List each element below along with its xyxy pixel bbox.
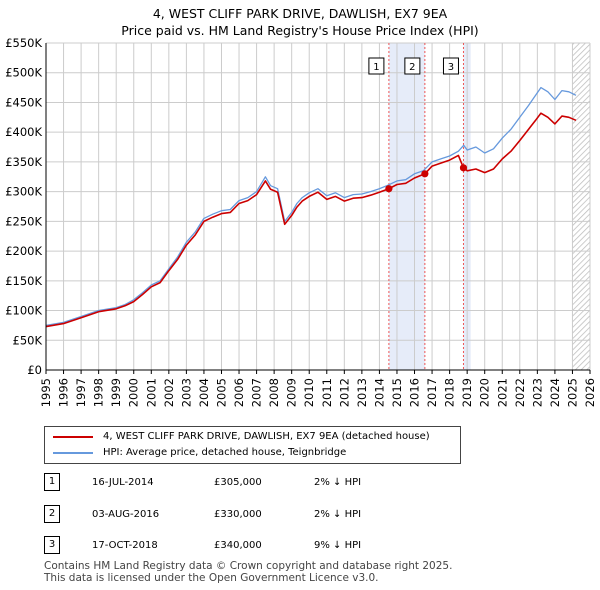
- sale-date: 03-AUG-2016: [92, 509, 160, 520]
- sale-marker-labels: 1 2 3: [368, 57, 459, 75]
- sale-number-badge: 1: [44, 473, 60, 491]
- x-tick-label: 2000: [127, 378, 141, 407]
- y-tick-labels: £0 £50K £100K £150K £200K £250K £300K £350K £400…: [5, 36, 42, 377]
- y-tick-label: £500K: [5, 66, 42, 80]
- y-tick-label: £350K: [5, 155, 42, 169]
- x-tick-label: 2009: [285, 378, 299, 407]
- x-tick-label: 2026: [583, 378, 597, 407]
- x-tick-label: 2014: [372, 378, 386, 407]
- y-tick-label: £50K: [13, 333, 43, 347]
- sale-price: £330,000: [214, 509, 262, 520]
- x-tick-label: 1998: [92, 378, 106, 407]
- sale-marker-box-1: [368, 57, 385, 75]
- legend-label-property: 4, WEST CLIFF PARK DRIVE, DAWLISH, EX7 9…: [103, 431, 430, 442]
- x-tick-label: 2020: [478, 378, 492, 407]
- forecast-hatch: [572, 43, 590, 370]
- legend-label-hpi: HPI: Average price, detached house, Teig…: [103, 447, 347, 458]
- x-tick-label: 2015: [390, 378, 404, 407]
- footer-licence: This data is licensed under the Open Gov…: [44, 572, 379, 584]
- sale-hpi-diff: 2% ↓ HPI: [314, 509, 362, 520]
- x-tick-label: 2019: [460, 378, 474, 407]
- x-tick-label: 2021: [495, 378, 509, 407]
- sale-price: £340,000: [214, 540, 262, 551]
- sale-number-badge: 2: [44, 505, 60, 523]
- sale-point-2: [421, 170, 429, 178]
- legend-swatch-hpi: [53, 452, 93, 454]
- sale-marker-box-2: [404, 57, 421, 75]
- legend-swatch-property: [53, 436, 93, 438]
- x-tick-label: 2022: [513, 378, 527, 407]
- x-tick-label: 2001: [144, 378, 158, 407]
- property-line: [45, 112, 577, 328]
- sale-hpi-diff: 9% ↓ HPI: [314, 540, 362, 551]
- sale-marker-box-3: [442, 57, 459, 75]
- x-tick-labels: 1995 1996 1997 1998 1999 2000 2001 2002 2003 2004…: [39, 378, 597, 407]
- sale-points: [385, 164, 468, 193]
- sale-marker-label-3: 3: [448, 62, 454, 73]
- x-tick-label: 2023: [530, 378, 544, 407]
- sale-point-3: [459, 164, 468, 172]
- x-tick-label: 2008: [267, 378, 281, 407]
- x-tick-label: 2002: [162, 378, 176, 407]
- y-tick-label: £150K: [5, 274, 42, 288]
- x-tick-label: 2010: [302, 378, 316, 407]
- shaded-ranges: [388, 43, 471, 370]
- sale-date: 17-OCT-2018: [92, 540, 158, 551]
- x-tick-label: 2025: [565, 378, 579, 407]
- x-tick-label: 2011: [320, 378, 334, 407]
- y-tick-label: £250K: [5, 214, 42, 228]
- shaded-range-1: [388, 43, 425, 370]
- series-lines: [45, 86, 577, 328]
- sale-date: 16-JUL-2014: [92, 477, 154, 488]
- grid: [45, 42, 591, 371]
- footer-copyright: Contains HM Land Registry data © Crown c…: [44, 560, 453, 572]
- x-tick-label: 2004: [197, 378, 211, 407]
- y-tick-label: £200K: [5, 244, 42, 258]
- y-tick-label: £100K: [5, 304, 42, 318]
- hpi-line: [45, 86, 577, 327]
- x-tick-label: 2003: [179, 378, 193, 407]
- sale-hpi-diff: 2% ↓ HPI: [314, 477, 362, 488]
- x-tick-label: 1999: [109, 378, 123, 407]
- x-tick-label: 2012: [337, 378, 351, 407]
- x-tick-label: 2005: [214, 378, 228, 407]
- x-tick-label: 2018: [443, 378, 457, 407]
- x-tick-label: 1997: [74, 378, 88, 407]
- x-tick-label: 2006: [232, 378, 246, 407]
- axes: [45, 43, 591, 374]
- sale-price: £305,000: [214, 477, 262, 488]
- y-tick-label: £550K: [5, 36, 42, 50]
- chart-subtitle: Price paid vs. HM Land Registry's House …: [121, 23, 479, 38]
- x-tick-label: 2017: [425, 378, 439, 407]
- chart-title: 4, WEST CLIFF PARK DRIVE, DAWLISH, EX7 9…: [152, 6, 448, 21]
- x-tick-label: 2016: [408, 378, 422, 407]
- forecast-hatch-area: [572, 43, 590, 370]
- x-tick-label: 1996: [57, 378, 71, 407]
- y-tick-label: £300K: [5, 185, 42, 199]
- y-tick-label: £0: [27, 363, 42, 377]
- sale-marker-label-1: 1: [373, 62, 379, 73]
- y-tick-label: £450K: [5, 95, 42, 109]
- sale-vlines: [388, 43, 464, 370]
- x-tick-label: 2007: [250, 378, 264, 407]
- x-tick-label: 2024: [548, 378, 562, 407]
- price-chart: 1 2 3 £0 £50K £100K £150K £200K £250K £300K £350K…: [5, 36, 597, 407]
- sale-number-badge: 3: [44, 536, 60, 554]
- x-tick-label: 1995: [39, 378, 53, 407]
- y-tick-label: £400K: [5, 125, 42, 139]
- x-tick-label: 2013: [355, 378, 369, 407]
- legend: 4, WEST CLIFF PARK DRIVE, DAWLISH, EX7 9…: [44, 426, 461, 464]
- sale-marker-label-2: 2: [409, 62, 415, 73]
- sale-point-1: [385, 185, 393, 193]
